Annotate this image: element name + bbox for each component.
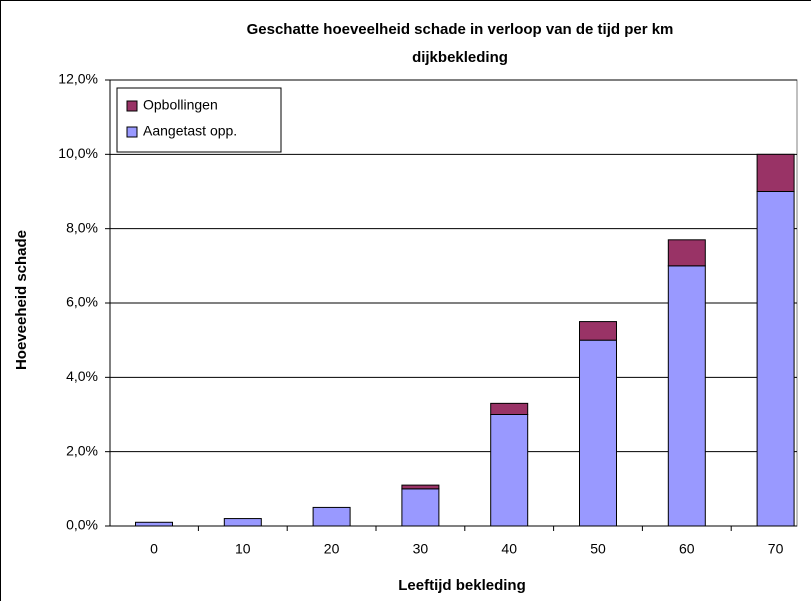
chart-title-line-1: Geschatte hoeveelheid schade in verloop … bbox=[247, 21, 674, 38]
bar-segment bbox=[490, 402, 529, 416]
x-tick-label: 10 bbox=[235, 541, 251, 557]
x-tick-label: 70 bbox=[768, 541, 784, 557]
bar-segment bbox=[667, 265, 706, 527]
y-tick-label: 4,0% bbox=[66, 368, 98, 384]
x-tick-label: 20 bbox=[324, 541, 340, 557]
bar-segment bbox=[135, 521, 173, 527]
y-tick-label: 2,0% bbox=[66, 442, 98, 458]
x-tick-label: 50 bbox=[590, 541, 606, 557]
bar-segment bbox=[579, 321, 617, 341]
y-tick-label: 0,0% bbox=[66, 517, 98, 533]
bar-segment bbox=[401, 484, 440, 490]
bar-segment bbox=[667, 239, 706, 267]
y-tick-label: 12,0% bbox=[58, 71, 98, 87]
y-tick-label: 10,0% bbox=[58, 145, 98, 161]
x-tick-label: 40 bbox=[501, 541, 517, 557]
bar-segment bbox=[579, 339, 617, 527]
y-axis-label: Hoeveeheid schade bbox=[13, 230, 30, 370]
bar-segment bbox=[312, 506, 351, 527]
bar-segment bbox=[756, 153, 795, 192]
legend-label: Aangetast opp. bbox=[143, 123, 237, 139]
y-tick-label: 8,0% bbox=[66, 219, 98, 235]
legend-swatch bbox=[126, 100, 138, 112]
legend-box bbox=[116, 87, 282, 153]
x-axis-label: Leeftijd bekleding bbox=[398, 577, 526, 594]
x-tick-label: 60 bbox=[679, 541, 695, 557]
x-tick-label: 30 bbox=[413, 541, 429, 557]
x-tick-label: 0 bbox=[150, 541, 158, 557]
legend-swatch bbox=[126, 126, 138, 138]
bar-segment bbox=[490, 414, 529, 527]
y-tick-label: 6,0% bbox=[66, 294, 98, 310]
bar-segment bbox=[756, 191, 795, 527]
bar-segment bbox=[223, 518, 262, 527]
legend-label: Opbollingen bbox=[143, 97, 218, 113]
bar-segment bbox=[401, 488, 440, 527]
chart-title-line-2: dijkbekleding bbox=[412, 49, 508, 66]
